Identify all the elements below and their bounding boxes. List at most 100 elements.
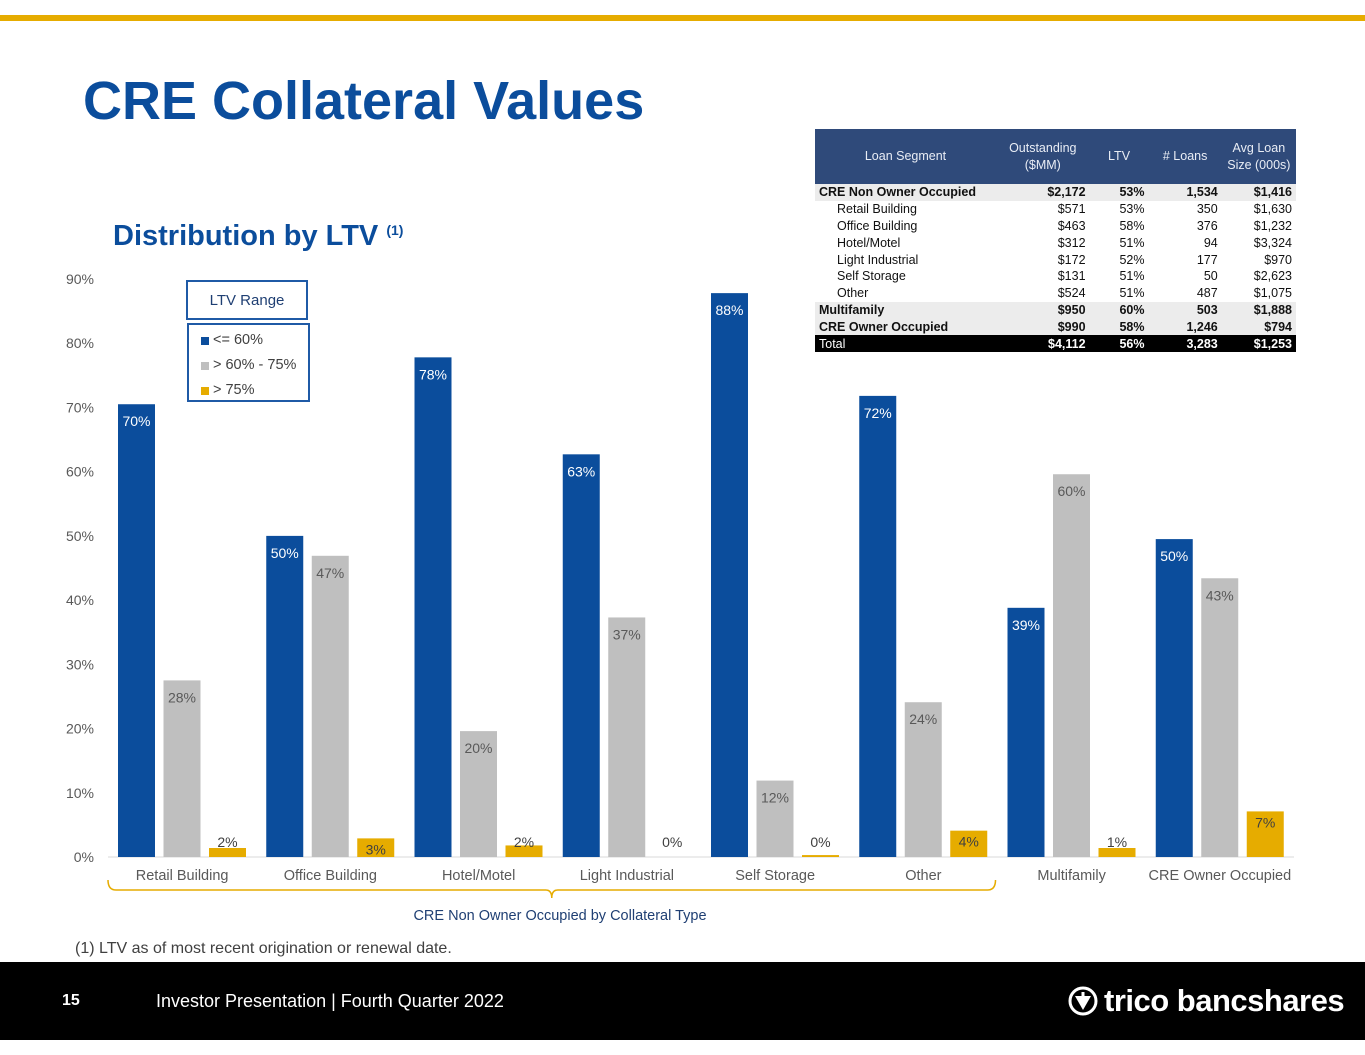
category-label: Self Storage xyxy=(735,868,815,884)
legend-label-low: <= 60% xyxy=(213,332,263,348)
table-row: CRE Non Owner Occupied $2,172 53% 1,534 $1,4… xyxy=(815,184,1296,201)
bar-mid xyxy=(163,680,201,857)
category-label: Multifamily xyxy=(1037,868,1106,884)
table-cell-segment: Light Industrial xyxy=(837,252,919,267)
data-label: 70% xyxy=(122,413,150,429)
data-label: 88% xyxy=(715,302,743,318)
table-cell-value: $312 xyxy=(1057,235,1086,250)
bar-low xyxy=(562,454,600,857)
bar-mid xyxy=(756,780,794,857)
bar-high xyxy=(802,855,839,857)
table-row: Retail Building $571 53% 350 $1,630 xyxy=(815,201,1296,218)
table-cell-value: $1,416 xyxy=(1221,184,1296,201)
chart-subtitle: Distribution by LTV (1) xyxy=(113,220,403,253)
bar-low xyxy=(266,535,304,857)
table-cell-value: $1,630 xyxy=(1253,202,1292,217)
data-label: 24% xyxy=(909,711,937,727)
data-label: 7% xyxy=(1255,814,1275,830)
y-tick-label: 0% xyxy=(74,849,94,865)
bar-high xyxy=(1246,811,1284,857)
bar-high xyxy=(1098,848,1136,857)
bar-mid xyxy=(1053,474,1090,857)
table-cell-value: $2,623 xyxy=(1253,269,1292,284)
table-cell-value: $463 xyxy=(1057,218,1086,233)
table-cell-value: $4,112 xyxy=(996,335,1090,352)
category-label: Retail Building xyxy=(136,868,229,884)
footnote: (1) LTV as of most recent origination or… xyxy=(75,940,452,957)
table-cell-value: 50 xyxy=(1203,269,1218,284)
table-cell-segment: Hotel/Motel xyxy=(837,235,901,250)
table-row: Other $524 51% 487 $1,075 xyxy=(815,285,1296,302)
data-label: 4% xyxy=(959,834,979,850)
data-label: 50% xyxy=(271,545,299,561)
table-cell-value: 51% xyxy=(1119,235,1145,250)
table-cell-segment: Office Building xyxy=(837,218,918,233)
data-label: 1% xyxy=(1107,834,1127,850)
table-row: CRE Owner Occupied $990 58% 1,246 $794 xyxy=(815,318,1296,336)
bar-low xyxy=(414,357,452,857)
legend-swatch-gold xyxy=(201,386,209,395)
table-cell-value: 51% xyxy=(1119,269,1145,284)
bar-low xyxy=(118,404,155,857)
y-tick-label: 40% xyxy=(66,592,94,608)
table-cell-segment: Other xyxy=(837,286,869,301)
table-cell-value: $3,324 xyxy=(1253,235,1292,250)
table-cell-value: 94 xyxy=(1203,235,1218,250)
y-tick-label: 30% xyxy=(66,656,94,672)
table-cell-value: 1,534 xyxy=(1148,184,1222,201)
bar-mid xyxy=(904,702,942,857)
table-cell-segment: Retail Building xyxy=(837,202,917,217)
bar-high xyxy=(357,838,395,857)
table-cell-value: $970 xyxy=(1264,252,1292,267)
header-avg-size: Avg Loan Size (000s) xyxy=(1221,129,1296,184)
table-cell-value: 177 xyxy=(1196,252,1218,267)
legend-title: LTV Range xyxy=(186,280,308,320)
subtitle-footnote-mark: (1) xyxy=(386,222,404,238)
table-cell-segment: Multifamily xyxy=(815,301,996,319)
table-cell-segment: CRE Non Owner Occupied xyxy=(815,184,996,201)
bar-low xyxy=(711,293,748,857)
table-row: Office Building $463 58% 376 $1,232 xyxy=(815,218,1296,235)
y-tick-label: 80% xyxy=(66,335,94,351)
data-label: 3% xyxy=(366,841,386,857)
legend: <= 60% > 60% - 75% > 75% xyxy=(187,323,310,402)
data-label: 63% xyxy=(567,463,595,479)
legend-swatch-gray xyxy=(201,361,209,370)
table-cell-value: $2,172 xyxy=(996,184,1090,201)
data-label: 47% xyxy=(316,565,344,581)
legend-item-mid: > 60% - 75% xyxy=(201,353,308,378)
table-cell-value: 1,246 xyxy=(1148,318,1222,336)
data-label: 2% xyxy=(217,834,237,850)
page-number: 15 xyxy=(62,992,80,1009)
table-cell-value: 53% xyxy=(1089,184,1149,201)
segment-table: Loan Segment Outstanding ($MM) LTV # Loa… xyxy=(815,129,1296,352)
bar-low xyxy=(1155,539,1193,857)
bar-high xyxy=(505,845,543,857)
y-tick-label: 70% xyxy=(66,399,94,415)
header-ltv: LTV xyxy=(1089,129,1149,184)
group-brace xyxy=(107,879,997,899)
table-cell-value: 58% xyxy=(1089,318,1149,336)
y-tick-label: 60% xyxy=(66,464,94,480)
top-accent-bar xyxy=(0,15,1365,21)
header-loans: # Loans xyxy=(1148,129,1222,184)
data-label: 43% xyxy=(1206,587,1234,603)
category-label: Light Industrial xyxy=(580,868,674,884)
presentation-label: Investor Presentation | Fourth Quarter 2… xyxy=(156,991,504,1011)
data-label: 78% xyxy=(419,366,447,382)
bar-low xyxy=(1007,607,1045,857)
data-label: 28% xyxy=(168,689,196,705)
legend-label-high: > 75% xyxy=(213,382,255,398)
bar-mid xyxy=(460,731,497,857)
table-cell-value: $571 xyxy=(1057,202,1086,217)
data-label: 39% xyxy=(1012,617,1040,633)
table-cell-value: 56% xyxy=(1089,335,1149,352)
table-cell-value: 53% xyxy=(1119,202,1145,217)
table-cell-segment: Self Storage xyxy=(837,269,906,284)
ltv-bar-chart: 0% 10% 20% 30% 40% 50% 60% 70% 80% 90% 70% 28% 2% Ret… xyxy=(66,271,1294,899)
table-cell-value: $990 xyxy=(996,318,1090,336)
header-loan-segment: Loan Segment xyxy=(815,129,996,184)
bar-high xyxy=(950,830,988,857)
table-cell-value: 58% xyxy=(1119,218,1145,233)
table-cell-value: $131 xyxy=(1057,269,1086,284)
